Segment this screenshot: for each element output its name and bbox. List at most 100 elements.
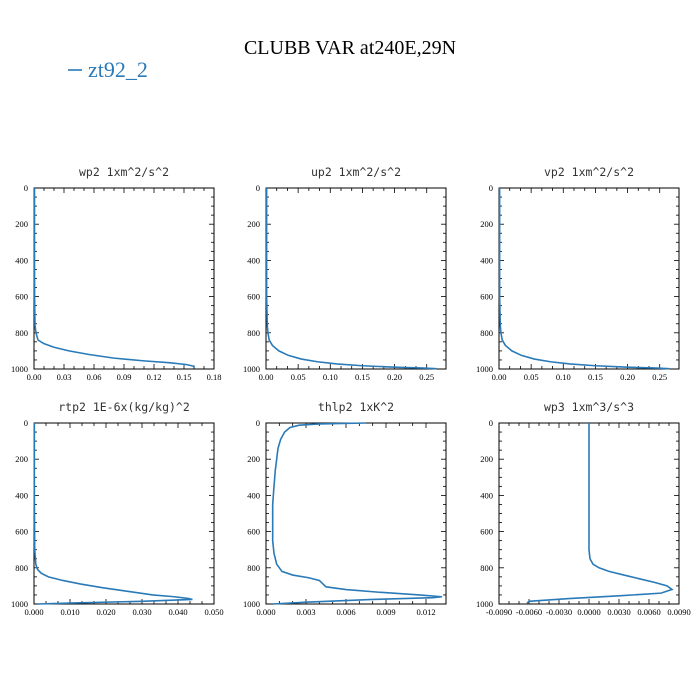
- panel-title-rtp2: rtp2 1E-6x(kg/kg)^2: [58, 400, 190, 414]
- y-tick-label: 200: [15, 454, 28, 464]
- series-line-thlp2: [271, 422, 443, 605]
- x-tick-label: 0.25: [419, 372, 434, 382]
- y-tick-label: 1000: [476, 599, 493, 609]
- y-tick-label: 1000: [11, 599, 28, 609]
- x-tick-label: 0.18: [207, 372, 222, 382]
- y-tick-label: 0: [24, 183, 28, 193]
- panel-title-thlp2: thlp2 1xK^2: [318, 400, 394, 414]
- series-line-rtp2: [33, 423, 193, 605]
- plot-frame-rtp2: [33, 422, 215, 605]
- series-line-wp2: [33, 188, 195, 368]
- x-tick-label: 0.06: [87, 372, 102, 382]
- panel-wp2: wp2 1xm^2/s^2 0.00 0.03 0.06 0.09 0.12 0.15 0.1…: [11, 165, 221, 382]
- x-tick-label: 0.000: [24, 607, 43, 617]
- y-tick-label: 1000: [11, 364, 28, 374]
- x-tick-label: 0.20: [620, 372, 635, 382]
- y-tick-label: 800: [480, 328, 493, 338]
- x-tick-label: 0.10: [556, 372, 571, 382]
- panel-wp3: wp3 1xm^3/s^3 -0.0090 -0.0060 -0.0030 0.0000…: [476, 400, 691, 617]
- y-tick-label: 400: [15, 255, 28, 265]
- x-tick-label: 0.12: [147, 372, 162, 382]
- panels: wp2 1xm^2/s^2 0.00 0.03 0.06 0.09 0.12 0.15 0.1…: [11, 165, 691, 617]
- legend: zt92_2: [68, 57, 148, 82]
- x-tick-label: 0.012: [416, 607, 435, 617]
- y-tick-label: 0: [489, 418, 493, 428]
- y-tick-label: 200: [480, 454, 493, 464]
- panel-up2: up2 1xm^2/s^2 0.00 0.05 0.10 0.15 0.20 0.25 0 20…: [243, 165, 447, 382]
- x-tick-label: 0.0060: [637, 607, 660, 617]
- panel-rtp2: rtp2 1E-6x(kg/kg)^2 0.000 0.010 0.020 0.030 0…: [11, 400, 224, 617]
- y-tick-label: 200: [247, 454, 260, 464]
- x-tick-label: 0.020: [96, 607, 115, 617]
- x-tick-label: -0.0060: [516, 607, 542, 617]
- x-tick-label: 0.10: [323, 372, 338, 382]
- series-line-vp2: [498, 188, 670, 370]
- panel-title-vp2: vp2 1xm^2/s^2: [544, 165, 634, 179]
- y-tick-label: 1000: [476, 364, 493, 374]
- x-tick-label: 0.000: [256, 607, 275, 617]
- x-tick-label: 0.0000: [577, 607, 600, 617]
- x-tick-label: 0.003: [296, 607, 315, 617]
- x-tick-label: 0.00: [27, 372, 42, 382]
- panel-thlp2: thlp2 1xK^2 0.000 0.003 0.006 0.009 0.012 0 200…: [243, 400, 447, 617]
- y-tick-label: 1000: [243, 599, 260, 609]
- y-tick-label: 800: [480, 563, 493, 573]
- x-tick-label: 0.030: [132, 607, 151, 617]
- y-tick-label: 400: [15, 490, 28, 500]
- y-tick-label: 0: [24, 418, 28, 428]
- x-tick-label: 0.03: [57, 372, 72, 382]
- y-tick-label: 800: [15, 328, 28, 338]
- x-tick-label: 0.050: [204, 607, 223, 617]
- panel-vp2: vp2 1xm^2/s^2 0.00 0.05 0.10 0.15 0.20 0.25 0 20…: [476, 165, 680, 382]
- panel-title-up2: up2 1xm^2/s^2: [311, 165, 401, 179]
- y-tick-label: 600: [480, 292, 493, 302]
- x-tick-label: 0.00: [492, 372, 507, 382]
- y-tick-label: 400: [247, 490, 260, 500]
- x-tick-label: 0.040: [168, 607, 187, 617]
- x-tick-label: 0.25: [652, 372, 667, 382]
- x-tick-label: 0.05: [524, 372, 539, 382]
- x-tick-label: -0.0090: [486, 607, 512, 617]
- x-tick-label: -0.0030: [546, 607, 572, 617]
- y-tick-label: 0: [489, 183, 493, 193]
- x-tick-label: 0.15: [177, 372, 192, 382]
- y-tick-label: 200: [247, 219, 260, 229]
- y-tick-label: 600: [480, 527, 493, 537]
- y-tick-label: 600: [247, 527, 260, 537]
- plot-frame-wp2: [33, 187, 215, 370]
- y-tick-label: 600: [247, 292, 260, 302]
- series-line-up2: [265, 188, 437, 370]
- plot-frame-thlp2: [265, 422, 447, 605]
- x-tick-label: 0.15: [588, 372, 603, 382]
- y-tick-label: 1000: [243, 364, 260, 374]
- y-tick-label: 800: [15, 563, 28, 573]
- x-tick-label: 0.00: [259, 372, 274, 382]
- y-tick-label: 800: [247, 563, 260, 573]
- series-line-wp3: [526, 423, 674, 604]
- y-tick-label: 200: [15, 219, 28, 229]
- figure-title: CLUBB VAR at240E,29N: [244, 37, 456, 59]
- y-tick-label: 400: [247, 255, 260, 265]
- x-tick-label: 0.20: [387, 372, 402, 382]
- x-tick-label: 0.15: [355, 372, 370, 382]
- x-tick-label: 0.0090: [667, 607, 690, 617]
- plot-frame-vp2: [498, 187, 680, 370]
- x-tick-label: 0.0030: [607, 607, 630, 617]
- x-tick-label: 0.006: [336, 607, 355, 617]
- y-tick-label: 600: [15, 527, 28, 537]
- x-tick-label: 0.09: [117, 372, 132, 382]
- y-tick-label: 400: [480, 255, 493, 265]
- legend-label: zt92_2: [88, 57, 148, 82]
- x-tick-label: 0.010: [60, 607, 79, 617]
- y-tick-label: 0: [256, 418, 260, 428]
- x-tick-label: 0.05: [291, 372, 306, 382]
- panel-title-wp2: wp2 1xm^2/s^2: [79, 165, 169, 179]
- y-tick-label: 400: [480, 490, 493, 500]
- y-tick-label: 600: [15, 292, 28, 302]
- x-tick-label: 0.009: [376, 607, 395, 617]
- plot-frame-up2: [265, 187, 447, 370]
- y-tick-label: 200: [480, 219, 493, 229]
- panel-title-wp3: wp3 1xm^3/s^3: [544, 400, 634, 414]
- y-tick-label: 800: [247, 328, 260, 338]
